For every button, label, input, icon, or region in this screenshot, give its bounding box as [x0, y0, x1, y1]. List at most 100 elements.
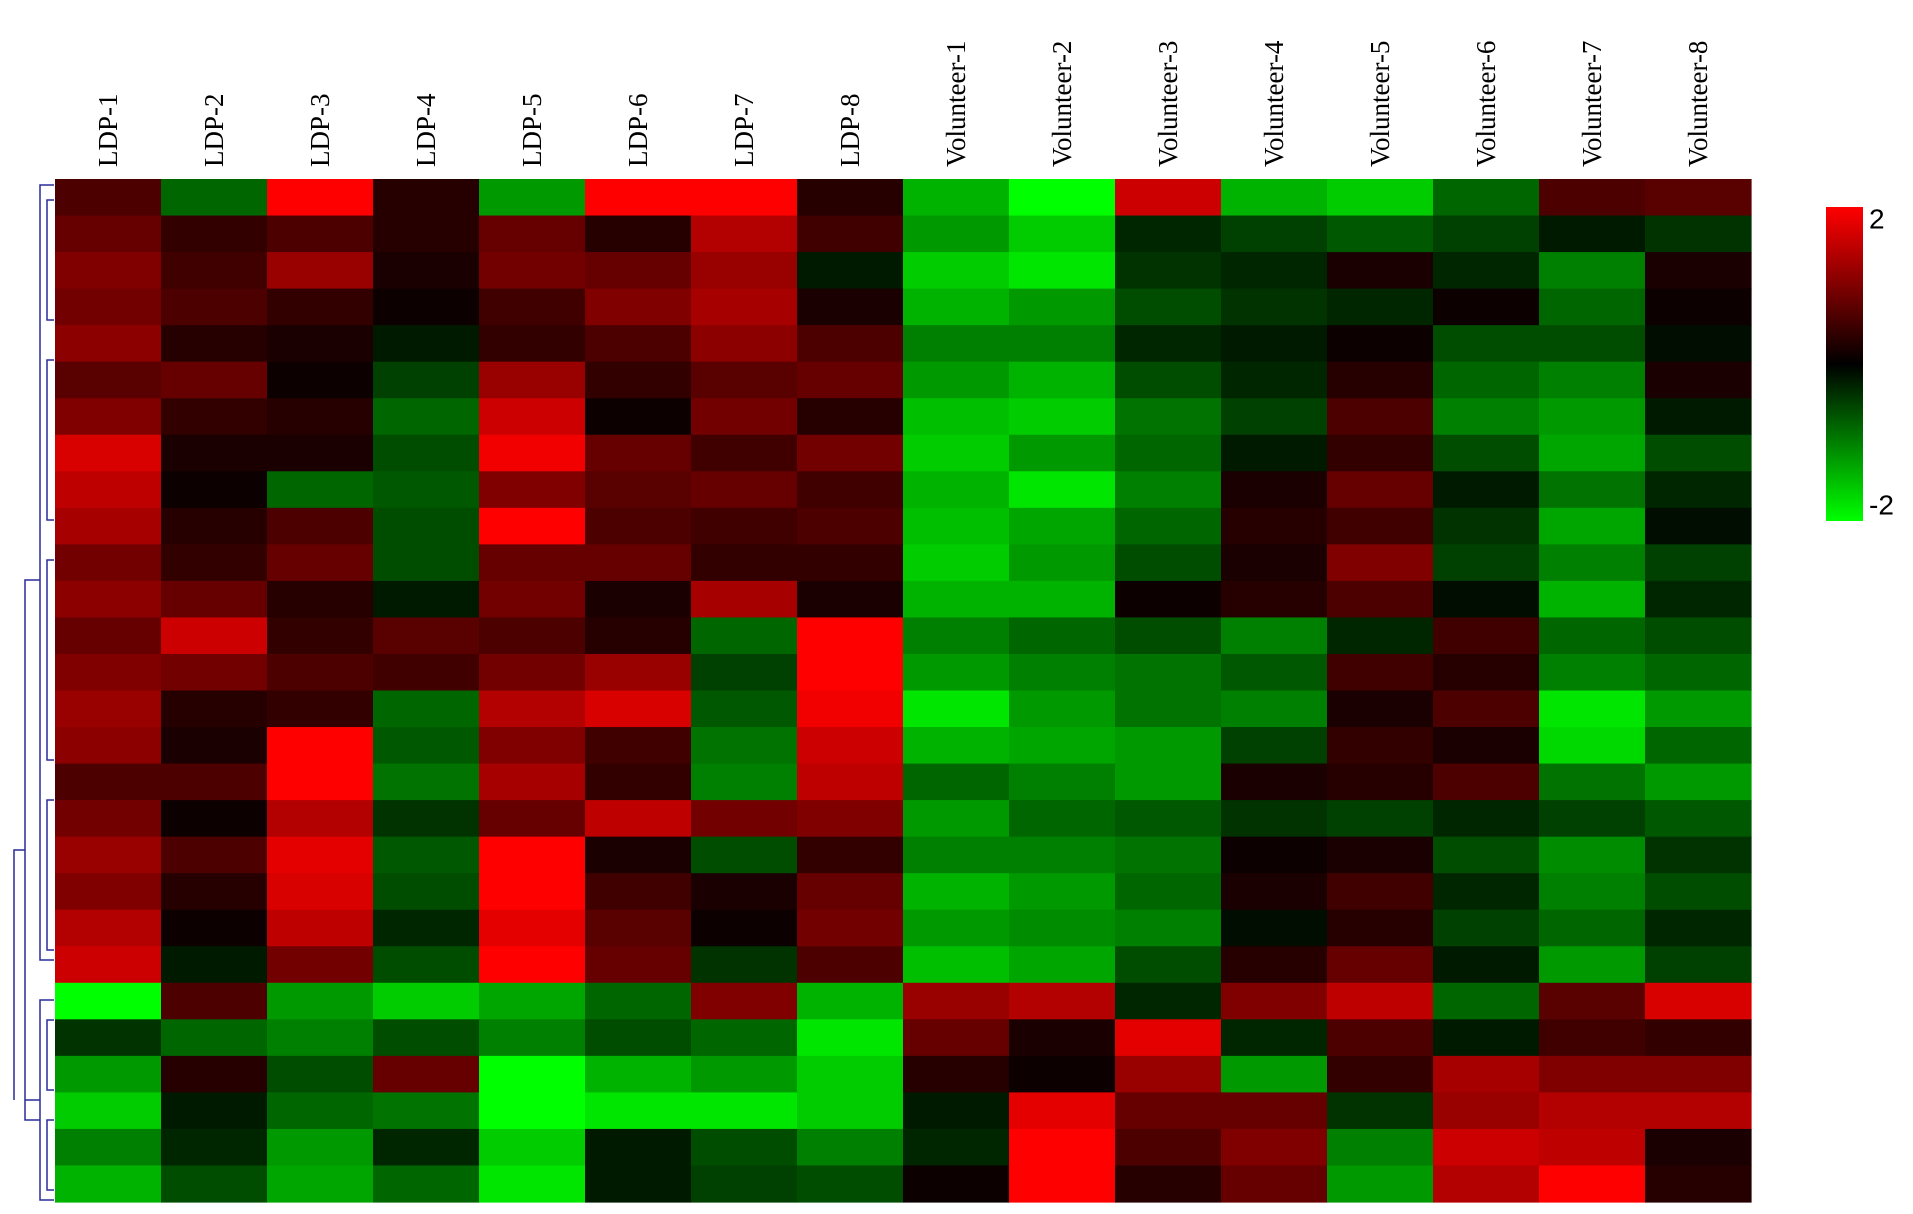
heatmap-cell	[691, 690, 798, 728]
heatmap-cell	[585, 544, 692, 582]
heatmap-cell	[1645, 653, 1752, 692]
heatmap-cell	[267, 653, 374, 692]
heatmap-cell	[161, 325, 268, 363]
heatmap-cell	[161, 690, 268, 728]
heatmap-cell	[1115, 471, 1222, 509]
heatmap-cell	[267, 800, 374, 838]
heatmap-cell	[903, 1019, 1010, 1057]
heatmap-cell	[55, 507, 162, 545]
heatmap-cell	[373, 800, 480, 838]
heatmap-cell	[691, 946, 798, 984]
heatmap-cell	[691, 1055, 798, 1093]
heatmap-cell	[1539, 1128, 1646, 1167]
heatmap-cell	[1645, 617, 1752, 655]
heatmap-cell	[1645, 873, 1752, 911]
heatmap-cell	[479, 1019, 586, 1057]
heatmap-cell	[479, 1055, 586, 1093]
heatmap-cell	[1539, 179, 1646, 217]
heatmap-cell	[1115, 836, 1222, 874]
heatmap-cell	[373, 252, 480, 290]
heatmap-cell	[691, 288, 798, 326]
heatmap-cell	[1115, 544, 1222, 582]
heatmap-cell	[479, 361, 586, 399]
heatmap-cell	[479, 1165, 586, 1203]
heatmap-cell	[161, 398, 268, 436]
column-label: LDP-8	[835, 94, 865, 168]
heatmap-cell	[1433, 544, 1540, 582]
heatmap-cell	[1221, 288, 1328, 326]
heatmap-cell	[585, 398, 692, 436]
heatmap-cell	[1009, 471, 1116, 509]
heatmap-cell	[1009, 325, 1116, 363]
heatmap-cell	[267, 1019, 374, 1057]
heatmap-cell	[903, 361, 1010, 399]
heatmap-cell	[373, 946, 480, 984]
heatmap-cell	[1433, 653, 1540, 692]
heatmap-cell	[1115, 434, 1222, 472]
heatmap-cell	[161, 763, 268, 801]
heatmap-cell	[1221, 215, 1328, 253]
heatmap-cell	[1433, 1019, 1540, 1057]
heatmap-cell	[1645, 471, 1752, 509]
heatmap-cell	[1539, 800, 1646, 838]
heatmap-cell	[1115, 1055, 1222, 1093]
heatmap-cell	[797, 361, 904, 399]
heatmap-cell	[1009, 507, 1116, 545]
heatmap-cell	[797, 1128, 904, 1167]
heatmap-cell	[903, 434, 1010, 472]
heatmap-cell	[585, 215, 692, 253]
heatmap-cell	[1009, 1019, 1116, 1057]
heatmap-cell	[585, 800, 692, 838]
heatmap-cell	[55, 580, 162, 619]
heatmap-cell	[1327, 763, 1434, 801]
heatmap-cell	[585, 434, 692, 472]
heatmap-cell	[691, 215, 798, 253]
heatmap-cell	[479, 544, 586, 582]
heatmap-cell	[373, 1092, 480, 1130]
heatmap-cell	[1115, 398, 1222, 436]
heatmap-cell	[161, 1092, 268, 1130]
heatmap-cell	[1009, 179, 1116, 217]
heatmap-cell	[479, 507, 586, 545]
heatmap-cell	[797, 215, 904, 253]
heatmap-cell	[1433, 982, 1540, 1020]
heatmap-cell	[1221, 361, 1328, 399]
heatmap-cell	[161, 507, 268, 545]
heatmap-cell	[1433, 800, 1540, 838]
heatmap-cell	[691, 873, 798, 911]
heatmap-cell	[1539, 836, 1646, 874]
heatmap-cell	[903, 179, 1010, 217]
heatmap-cell	[1115, 252, 1222, 290]
heatmap-cell	[479, 179, 586, 217]
heatmap-cell	[1221, 1019, 1328, 1057]
heatmap-cell	[585, 252, 692, 290]
heatmap-cell	[1115, 1165, 1222, 1203]
heatmap-cell	[267, 873, 374, 911]
heatmap-cell	[585, 727, 692, 765]
heatmap-cell	[1645, 690, 1752, 728]
heatmap-cell	[479, 763, 586, 801]
heatmap-cell	[1327, 727, 1434, 765]
heatmap-cell	[797, 836, 904, 874]
heatmap-cell	[1221, 471, 1328, 509]
heatmap-cell	[55, 288, 162, 326]
heatmap-cell	[161, 434, 268, 472]
heatmap-cell	[585, 1055, 692, 1093]
heatmap-cell	[1327, 1019, 1434, 1057]
heatmap-cell	[1645, 252, 1752, 290]
heatmap-cell	[691, 1128, 798, 1167]
heatmap-cell	[1539, 434, 1646, 472]
heatmap-cell	[1115, 909, 1222, 947]
heatmap-cell	[1009, 544, 1116, 582]
heatmap-cell	[1433, 946, 1540, 984]
heatmap-cell	[1645, 1092, 1752, 1130]
heatmap-cell	[797, 873, 904, 911]
heatmap-cell	[1433, 909, 1540, 947]
heatmap-cell	[1221, 252, 1328, 290]
heatmap-cell	[1327, 653, 1434, 692]
heatmap-cell	[161, 1165, 268, 1203]
heatmap-cell	[585, 325, 692, 363]
heatmap-cell	[1327, 544, 1434, 582]
column-label: LDP-6	[623, 94, 653, 168]
heatmap-cell	[55, 763, 162, 801]
